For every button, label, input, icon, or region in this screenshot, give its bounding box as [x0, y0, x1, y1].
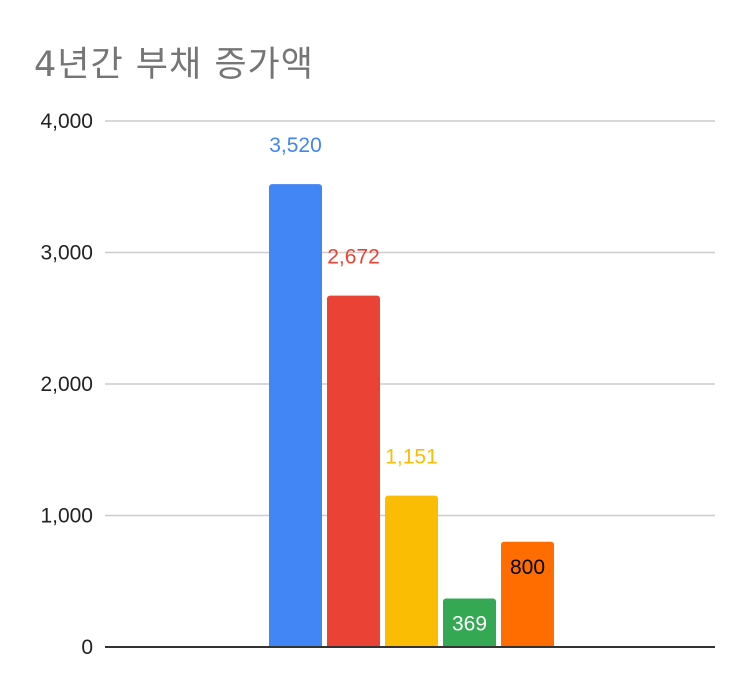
bar-base	[385, 644, 438, 647]
y-tick-label: 0	[81, 636, 93, 659]
bar	[327, 295, 380, 647]
chart-title: 4년간 부채 증가액	[34, 45, 314, 85]
bar	[385, 495, 438, 647]
bar-base	[327, 644, 380, 647]
y-tick-label: 2,000	[40, 373, 93, 396]
data-label: 1,151	[385, 446, 438, 469]
y-tick-label: 3,000	[40, 242, 93, 265]
bar-base	[269, 644, 322, 647]
y-tick-label: 1,000	[40, 505, 93, 528]
bar	[269, 184, 322, 647]
data-label: 369	[452, 612, 487, 635]
bar	[443, 598, 496, 647]
data-label: 3,520	[269, 134, 322, 157]
bar-base	[443, 644, 496, 647]
bar	[501, 541, 554, 647]
data-label: 2,672	[327, 246, 380, 269]
bar-base	[501, 644, 554, 647]
data-label: 800	[510, 556, 545, 579]
y-tick-label: 4,000	[40, 110, 93, 133]
